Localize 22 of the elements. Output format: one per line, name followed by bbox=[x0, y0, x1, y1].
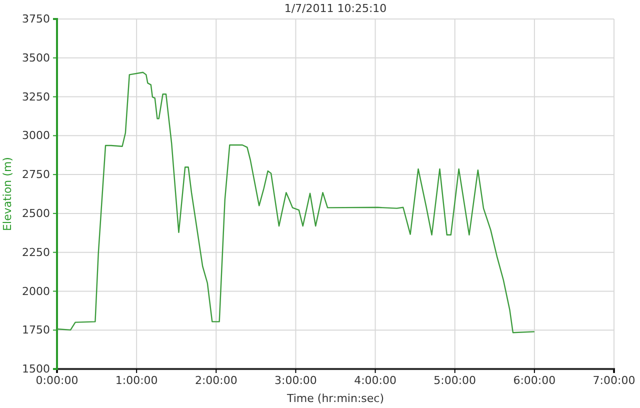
x-tick-label: 7:00:00 bbox=[592, 374, 636, 387]
y-tick-label: 1750 bbox=[22, 324, 50, 337]
y-tick-label: 2750 bbox=[22, 168, 50, 182]
y-tick-label: 1500 bbox=[22, 362, 50, 376]
x-tick-label: 3:00:00 bbox=[274, 374, 317, 387]
x-tick-label: 4:00:00 bbox=[354, 374, 396, 387]
y-tick-label: 2000 bbox=[22, 284, 50, 298]
y-axis-title: Elevation (m) bbox=[1, 157, 14, 231]
x-tick-label: 5:00:00 bbox=[434, 374, 476, 387]
y-tick-label: 2500 bbox=[22, 206, 50, 220]
x-tick-label: 1:00:00 bbox=[115, 374, 158, 387]
x-tick-label: 6:00:00 bbox=[513, 374, 556, 387]
y-tick-label: 3000 bbox=[22, 129, 50, 142]
y-tick-label: 2250 bbox=[22, 246, 50, 259]
chart-title: 1/7/2011 10:25:10 bbox=[284, 2, 387, 15]
y-tick-label: 3500 bbox=[22, 51, 50, 64]
x-tick-label: 0:00:00 bbox=[36, 374, 78, 387]
y-tick-label: 3250 bbox=[22, 90, 50, 104]
x-axis-title: Time (hr:min:sec) bbox=[286, 392, 384, 405]
y-tick-label: 3750 bbox=[22, 12, 50, 26]
x-tick-label: 2:00:00 bbox=[194, 374, 238, 387]
line-series bbox=[56, 72, 536, 334]
